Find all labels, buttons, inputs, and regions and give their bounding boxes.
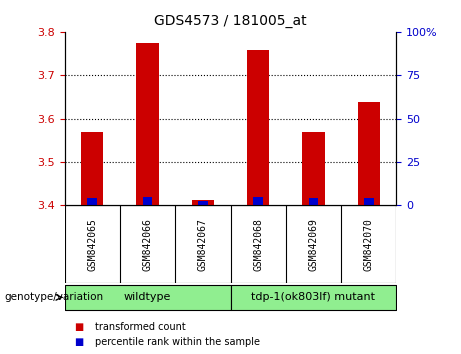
- Bar: [192, 200, 214, 205]
- Text: genotype/variation: genotype/variation: [5, 292, 104, 302]
- Bar: [247, 50, 269, 205]
- Text: GSM842069: GSM842069: [308, 218, 319, 271]
- Bar: [136, 43, 159, 205]
- Text: tdp-1(ok803lf) mutant: tdp-1(ok803lf) mutant: [252, 292, 375, 302]
- Bar: [358, 102, 380, 205]
- Bar: [142, 196, 153, 205]
- Bar: [302, 132, 325, 205]
- Bar: [198, 201, 208, 205]
- Text: ■: ■: [74, 337, 83, 347]
- Text: transformed count: transformed count: [95, 322, 185, 332]
- Text: wildtype: wildtype: [124, 292, 171, 302]
- Text: GSM842065: GSM842065: [87, 218, 97, 271]
- Text: GSM842068: GSM842068: [253, 218, 263, 271]
- Bar: [81, 132, 103, 205]
- Bar: [308, 198, 319, 205]
- Text: GSM842066: GSM842066: [142, 218, 153, 271]
- Text: GDS4573 / 181005_at: GDS4573 / 181005_at: [154, 14, 307, 28]
- Text: GSM842067: GSM842067: [198, 218, 208, 271]
- Text: percentile rank within the sample: percentile rank within the sample: [95, 337, 260, 347]
- Bar: [87, 198, 97, 205]
- Text: ■: ■: [74, 322, 83, 332]
- Bar: [253, 196, 263, 205]
- Bar: [364, 198, 374, 205]
- Text: GSM842070: GSM842070: [364, 218, 374, 271]
